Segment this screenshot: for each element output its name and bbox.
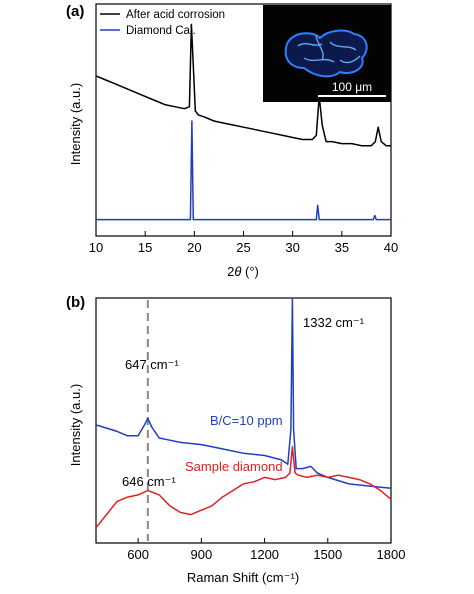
x-tick-label: 1800 [377,547,406,562]
legend-label-diamond-cal: Diamond Cal. [126,25,196,37]
x-tick-label: 25 [236,240,250,255]
x-tick-label: 900 [191,547,213,562]
panel-a-label: (a) [66,3,84,20]
panel-b-xlabel: Raman Shift (cm⁻¹) [187,570,299,585]
series-label-bc-10ppm: B/C=10 ppm [210,413,283,428]
panel-a-xlabel-suffix: (°) [241,264,258,279]
panel-b-ylabel: Intensity (a.u.) [68,384,83,466]
series-line-after-acid-corrosion [95,23,391,147]
series-label-sample-diamond: Sample diamond [185,459,283,474]
annotation-646: 646 cm⁻¹ [122,474,176,489]
x-tick-label: 20 [187,240,201,255]
panel-a-x-ticks: 10 15 20 25 30 35 40 [89,231,398,255]
panel-b-plot-frame [95,297,392,544]
x-tick-label: 30 [285,240,299,255]
inset-diamond-particle [284,29,368,78]
panel-a-series-group [95,23,391,221]
x-tick-label: 40 [384,240,398,255]
inset-particle-texture [297,35,361,64]
panel-b: (b) 600 900 1200 1500 1800 Intensity (a.u.) … [66,294,405,585]
panel-b-label: (b) [66,294,85,311]
panel-a-ylabel: Intensity (a.u.) [68,83,83,165]
x-tick-label: 35 [335,240,349,255]
panel-b-x-ticks: 600 900 1200 1500 1800 [127,538,405,562]
x-tick-label: 600 [127,547,149,562]
x-tick-label: 1200 [250,547,279,562]
x-tick-label: 10 [89,240,103,255]
series-line-diamond-cal [96,120,391,221]
series-line-sample-diamond [95,446,392,529]
panel-a-inset-micrograph: 100 μm [263,5,391,102]
annotation-1332: 1332 cm⁻¹ [303,315,365,330]
annotation-647: 647 cm⁻¹ [125,357,179,372]
series-line-b-c-10-ppm [95,297,392,490]
x-tick-label: 1500 [313,547,342,562]
panel-a: (a) 10 15 20 25 30 35 40 Intensity (a.u.) 2θ (… [66,3,398,279]
panel-a-xlabel-prefix: 2 [227,264,234,279]
panel-b-series-group [95,297,392,529]
inset-scale-label: 100 μm [332,80,372,94]
legend-label-after-acid-corrosion: After acid corrosion [126,9,225,21]
panel-a-legend: After acid corrosion Diamond Cal. [100,9,225,37]
panel-a-xlabel: 2θ (°) [227,264,259,279]
panel-a-xlabel-symbol: θ [234,264,241,279]
x-tick-label: 15 [138,240,152,255]
